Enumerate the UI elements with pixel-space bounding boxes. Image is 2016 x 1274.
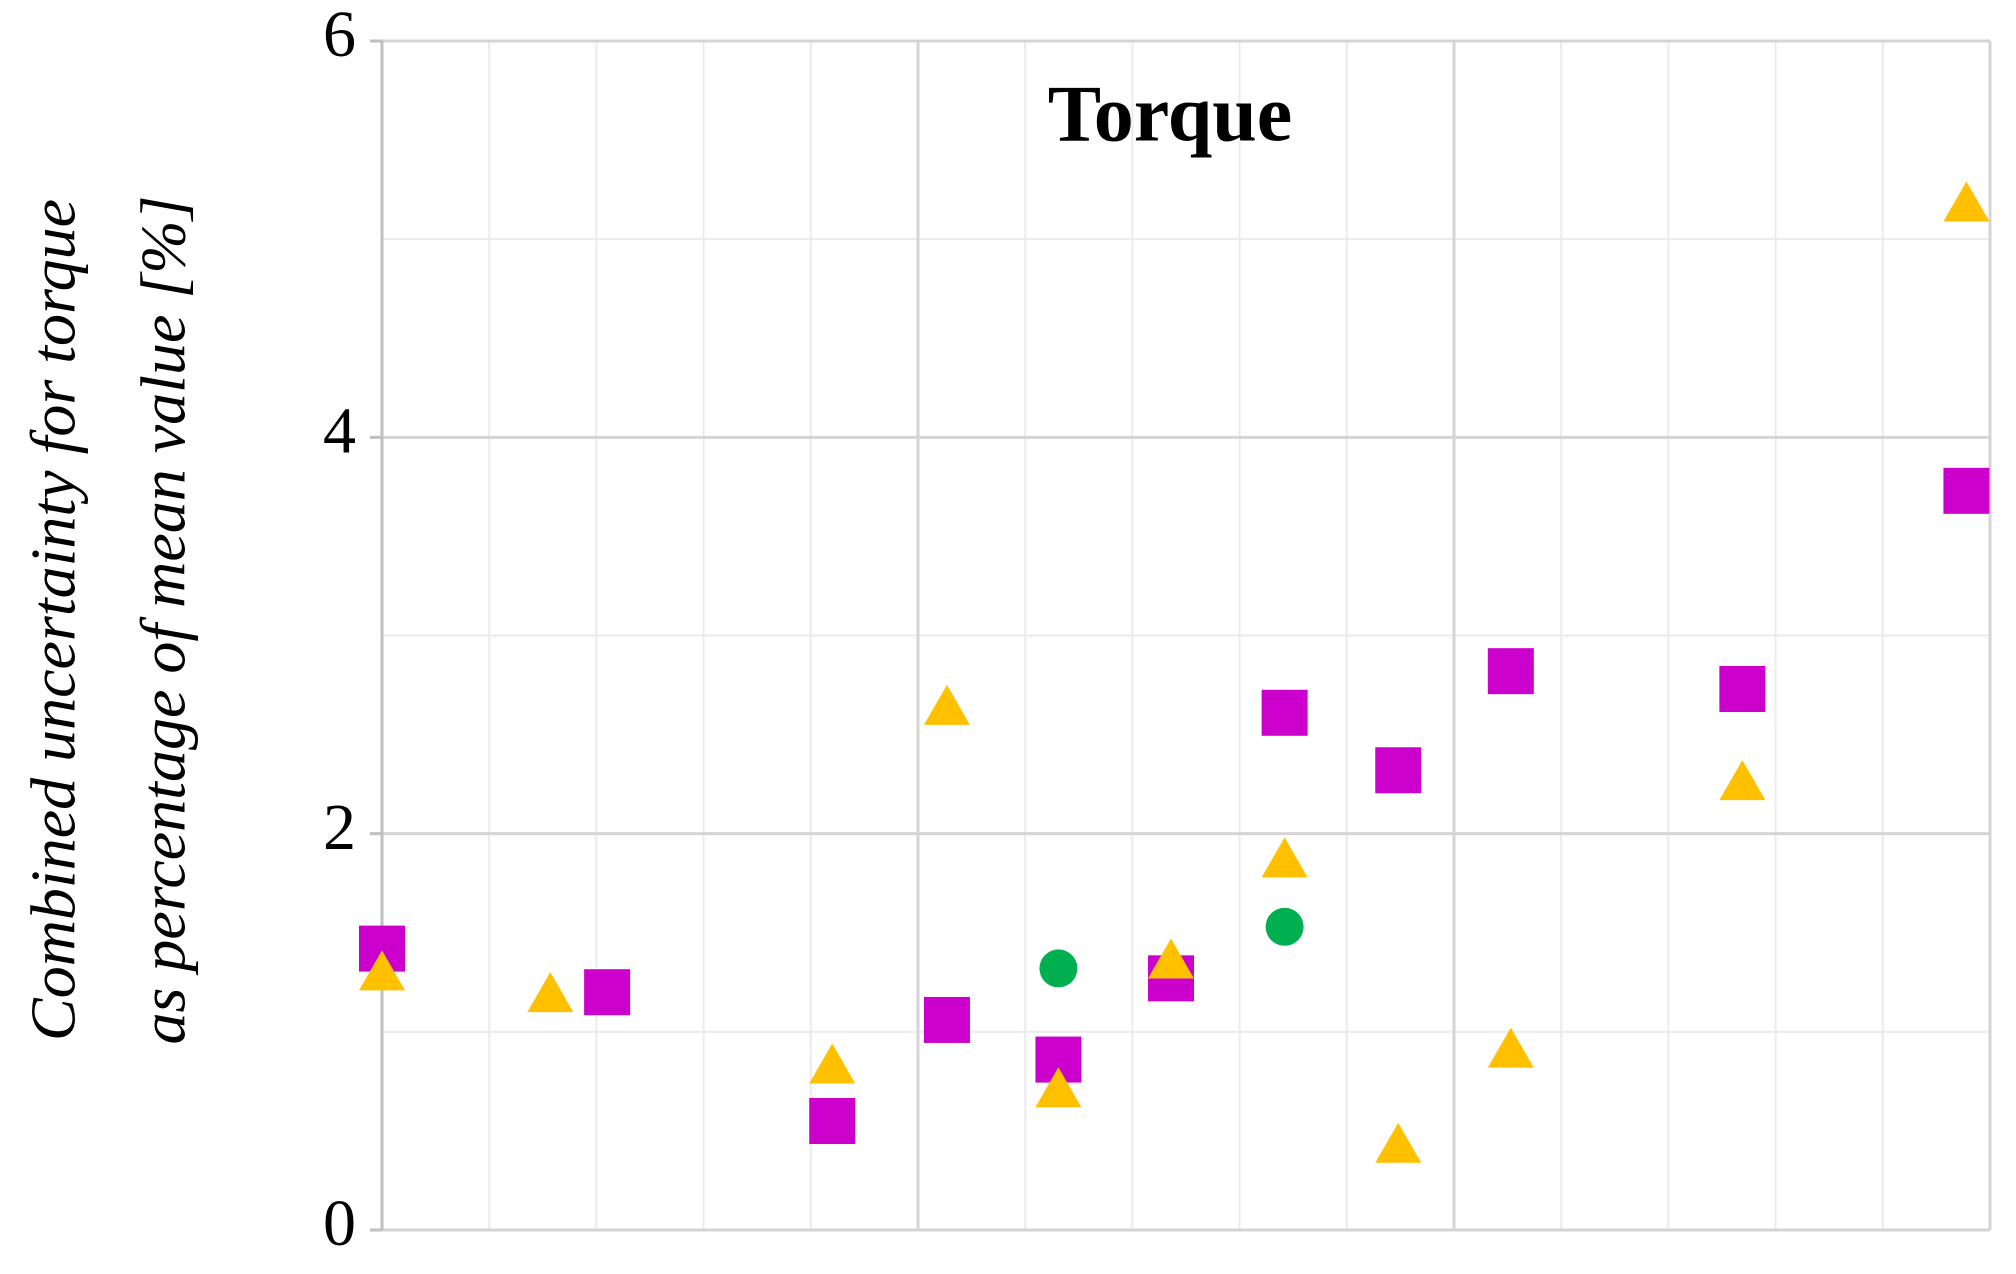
square-marker <box>584 969 631 1016</box>
triangle-marker <box>1147 938 1194 979</box>
square-marker <box>1943 467 1990 514</box>
y-tick-label: 2 <box>323 791 356 864</box>
triangle-marker <box>809 1043 856 1084</box>
y-axis-label-line: as percentage of mean value [%] <box>128 196 199 1045</box>
triangle-marker <box>1487 1027 1534 1068</box>
circle-marker <box>1039 949 1078 988</box>
square-marker <box>1487 648 1534 695</box>
y-tick-label: 0 <box>323 1187 356 1260</box>
triangle-marker <box>923 684 970 725</box>
square-marker <box>1719 666 1766 713</box>
y-tick-label: 6 <box>323 0 356 71</box>
triangle-marker <box>1943 181 1990 222</box>
triangle-marker <box>527 972 574 1013</box>
triangle-marker <box>1719 760 1766 801</box>
triangle-marker <box>359 950 405 991</box>
grid: 0 2 4 6 <box>323 0 1992 1260</box>
triangle-marker <box>1261 837 1308 878</box>
square-marker <box>1375 747 1422 794</box>
marks <box>359 181 1990 1163</box>
y-tick-label: 4 <box>323 394 356 467</box>
square-marker <box>923 996 970 1043</box>
chart-title: Torque <box>1048 70 1293 158</box>
triangle-marker <box>1375 1122 1422 1163</box>
y-axis-label-line: Combined uncertainty for torque <box>18 199 89 1041</box>
y-axis-label: Combined uncertainty for torque as perce… <box>18 196 199 1045</box>
square-marker <box>1261 689 1308 736</box>
square-marker <box>809 1098 856 1145</box>
triangle-marker <box>1035 1067 1082 1108</box>
circle-marker <box>1265 907 1304 946</box>
